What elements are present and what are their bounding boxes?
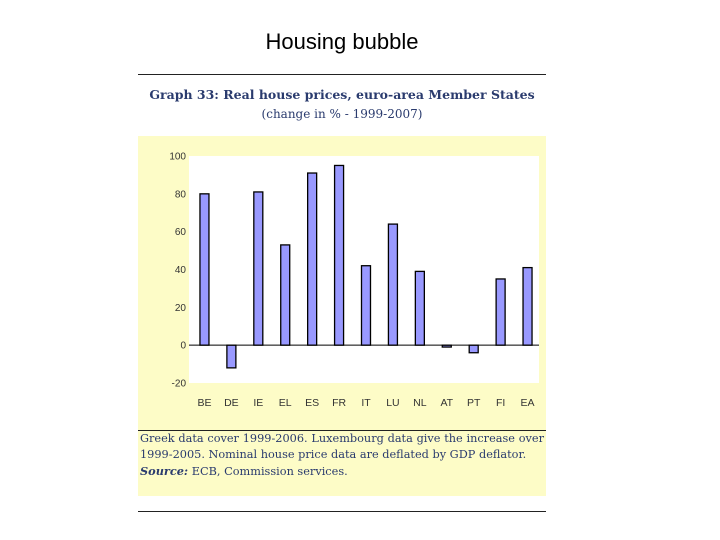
source-label: Source: <box>140 464 189 478</box>
y-tick-label: 80 <box>175 189 187 200</box>
bar-it <box>360 265 372 346</box>
bars <box>199 164 533 369</box>
y-axis: -20 0 20 40 60 80 100 <box>169 152 186 390</box>
bar-pt <box>468 344 479 354</box>
x-tick-label: LU <box>386 397 399 409</box>
y-tick-label: 0 <box>180 341 186 352</box>
bar-ie <box>253 191 264 346</box>
x-tick-label: AT <box>440 397 453 409</box>
top-rule <box>138 74 546 75</box>
bar-ea <box>522 266 533 346</box>
x-tick-label: IT <box>361 397 371 409</box>
x-tick-label: ES <box>305 397 319 409</box>
y-tick-label: 100 <box>169 152 186 163</box>
x-axis: BE DE IE EL ES FR IT LU NL AT PT FI EA <box>197 397 534 409</box>
bar-fi <box>495 278 506 346</box>
source-text: ECB, Commission services. <box>188 465 348 478</box>
bar-de <box>226 344 237 369</box>
bottom-rule <box>138 511 546 512</box>
x-tick-label: FR <box>332 397 346 409</box>
bar-el <box>280 244 291 346</box>
y-tick-label: 40 <box>175 265 187 276</box>
x-tick-label: DE <box>224 397 239 409</box>
bar-chart: -20 0 20 40 60 80 100 BE DE IE EL ES FR IT LU NL AT PT FI… <box>169 152 539 409</box>
bar-fr <box>333 164 345 346</box>
slide-title: Housing bubble <box>265 29 419 54</box>
bar-es <box>307 172 318 346</box>
source-line: Source: ECB, Commission services. <box>140 463 544 480</box>
notes-text: Greek data cover 1999-2006. Luxembourg d… <box>140 431 544 480</box>
x-tick-label: EA <box>521 397 535 409</box>
y-tick-label: 20 <box>175 303 187 314</box>
y-tick-label: -20 <box>172 379 187 390</box>
bar-be <box>199 193 210 346</box>
x-tick-label: FI <box>496 397 505 409</box>
x-tick-label: EL <box>279 397 292 409</box>
note-text: Greek data cover 1999-2006. Luxembourg d… <box>140 432 544 461</box>
bar-lu <box>387 223 399 346</box>
chart-subtitle: (change in % - 1999-2007) <box>261 107 423 121</box>
x-tick-label: IE <box>253 397 263 409</box>
y-tick-label: 60 <box>175 227 187 238</box>
x-tick-label: NL <box>413 397 427 409</box>
x-tick-label: BE <box>197 397 211 409</box>
chart-title: Graph 33: Real house prices, euro-area M… <box>149 87 535 102</box>
chart-figure: Graph 33: Real house prices, euro-area M… <box>138 74 546 512</box>
bar-nl <box>414 270 425 346</box>
chart-panel: -20 0 20 40 60 80 100 BE DE IE EL ES FR IT LU NL AT PT FI… <box>138 136 546 496</box>
middle-rule <box>138 430 546 431</box>
x-tick-label: PT <box>467 397 481 409</box>
